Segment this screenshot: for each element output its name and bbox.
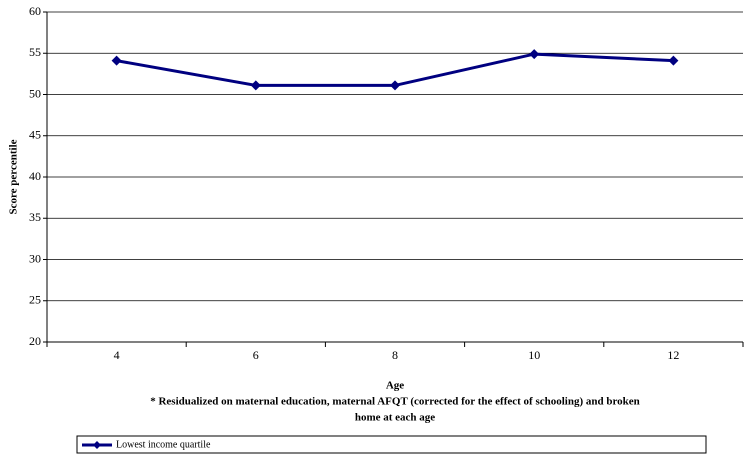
y-tick-label: 30: [29, 251, 41, 265]
legend-marker: [93, 441, 101, 449]
legend-label: Lowest income quartile: [116, 439, 211, 450]
x-tick-label: 8: [392, 348, 398, 362]
y-tick-label: 60: [29, 4, 41, 18]
y-tick-label: 45: [29, 128, 41, 142]
legend-box: [76, 435, 707, 454]
y-tick-label: 35: [29, 210, 41, 224]
y-axis-label: Score percentile: [8, 139, 20, 214]
point-marker: [111, 55, 122, 66]
x-tick-label: 6: [253, 348, 259, 362]
y-tick-label: 55: [29, 45, 41, 59]
y-tick-label: 20: [29, 334, 41, 348]
note: * Residualized on maternal education, ma…: [150, 396, 640, 408]
y-tick-label: 40: [29, 169, 41, 183]
x-tick-label: 10: [528, 348, 540, 362]
point-marker: [529, 49, 540, 60]
note: home at each age: [355, 412, 435, 424]
x-axis-label: Age: [386, 380, 404, 392]
point-marker: [390, 80, 400, 91]
point-marker: [668, 55, 679, 66]
x-tick-label: 12: [667, 348, 679, 362]
point-marker: [250, 80, 261, 91]
x-tick-label: 4: [114, 348, 120, 362]
y-tick-label: 50: [29, 86, 41, 100]
y-tick-label: 25: [29, 293, 41, 307]
